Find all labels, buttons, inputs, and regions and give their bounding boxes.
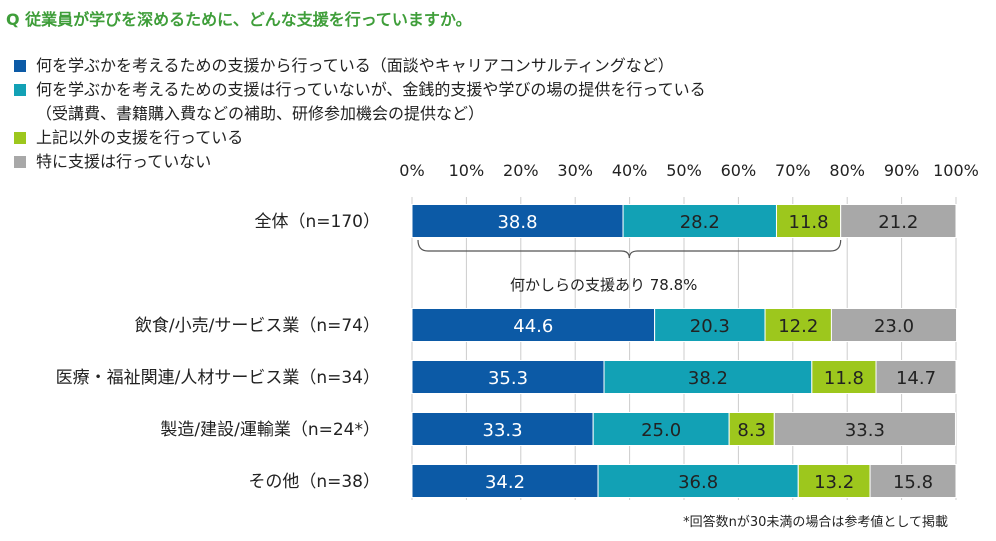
category-label: 全体（n=170） xyxy=(255,212,380,232)
x-tick-label: 90% xyxy=(884,161,920,180)
data-label: 33.3 xyxy=(483,420,523,441)
bar-segment xyxy=(411,412,594,446)
data-label: 36.8 xyxy=(678,472,718,493)
category-label: その他（n=38） xyxy=(248,472,380,492)
data-label: 38.8 xyxy=(497,212,537,233)
bar-segment xyxy=(840,204,957,238)
legend-swatch xyxy=(14,60,26,72)
footnote: *回答数nが30未満の場合は参考値として掲載 xyxy=(683,515,948,530)
data-label: 8.3 xyxy=(737,420,766,441)
bar-segment xyxy=(830,308,958,342)
bar-segment xyxy=(869,464,957,498)
x-tick-label: 20% xyxy=(503,161,539,180)
legend-item: 何を学ぶかを考えるための支援から行っている（面談やキャリアコンサルティングなど） xyxy=(14,54,706,78)
bracket-label: 何かしらの支援あり 78.8% xyxy=(510,276,698,294)
legend-label: 何を学ぶかを考えるための支援は行っていないが、金銭的支援や学びの場の提供を行って… xyxy=(36,80,706,99)
bar-segment xyxy=(775,204,842,238)
data-label: 14.7 xyxy=(896,368,936,389)
data-label: 34.2 xyxy=(485,472,525,493)
legend-label: 上記以外の支援を行っている xyxy=(36,128,244,147)
bracket xyxy=(417,239,842,259)
x-tick-label: 70% xyxy=(775,161,811,180)
legend-item: 特に支援は行っていない xyxy=(14,150,706,174)
bar-segment xyxy=(622,204,777,238)
bar-segment xyxy=(764,308,832,342)
data-label: 33.3 xyxy=(845,420,885,441)
bar-segment xyxy=(654,308,766,342)
data-label: 25.0 xyxy=(641,420,681,441)
category-label: 医療・福祉関連/人材サービス業（n=34） xyxy=(56,368,380,388)
data-label: 13.2 xyxy=(814,472,854,493)
x-tick-label: 40% xyxy=(612,161,648,180)
legend: 何を学ぶかを考えるための支援から行っている（面談やキャリアコンサルティングなど）… xyxy=(14,54,706,174)
data-label: 11.8 xyxy=(824,368,864,389)
bar-segment xyxy=(411,360,605,394)
data-label: 28.2 xyxy=(680,212,720,233)
data-label: 21.2 xyxy=(878,212,918,233)
legend-label-continued: （受講費、書籍購入費などの補助、研修参加機会の提供など） xyxy=(36,104,485,123)
data-label: 12.2 xyxy=(778,316,818,337)
data-label: 44.6 xyxy=(513,316,553,337)
x-tick-label: 0% xyxy=(399,161,424,180)
legend-swatch xyxy=(14,132,26,144)
x-tick-label: 30% xyxy=(557,161,593,180)
bar-segment xyxy=(597,464,799,498)
question-title: Q 従業員が学びを深めるために、どんな支援を行っていますか。 xyxy=(6,10,472,29)
data-label: 38.2 xyxy=(688,368,728,389)
bar-segment xyxy=(411,204,624,238)
legend-swatch xyxy=(14,84,26,96)
data-label: 11.8 xyxy=(789,212,829,233)
x-tick-label: 50% xyxy=(666,161,702,180)
bar-segment xyxy=(773,412,956,446)
bar-segment xyxy=(797,464,871,498)
category-label: 飲食/小売/サービス業（n=74） xyxy=(135,316,380,336)
x-tick-label: 10% xyxy=(449,161,485,180)
legend-label: 特に支援は行っていない xyxy=(36,152,212,171)
x-tick-label: 100% xyxy=(933,161,979,180)
x-tick-label: 80% xyxy=(829,161,865,180)
data-label: 35.3 xyxy=(488,368,528,389)
legend-item: 上記以外の支援を行っている xyxy=(14,126,706,150)
legend-label: 何を学ぶかを考えるための支援から行っている（面談やキャリアコンサルティングなど） xyxy=(36,56,674,75)
bar-segment xyxy=(875,360,957,394)
bar-segment xyxy=(411,308,656,342)
x-tick-label: 60% xyxy=(721,161,757,180)
legend-swatch xyxy=(14,156,26,168)
data-label: 15.8 xyxy=(893,472,933,493)
category-label: 製造/建設/運輸業（n=24*） xyxy=(160,420,380,440)
data-label: 20.3 xyxy=(690,316,730,337)
data-label: 23.0 xyxy=(874,316,914,337)
legend-item: 何を学ぶかを考えるための支援は行っていないが、金銭的支援や学びの場の提供を行って… xyxy=(14,78,706,102)
